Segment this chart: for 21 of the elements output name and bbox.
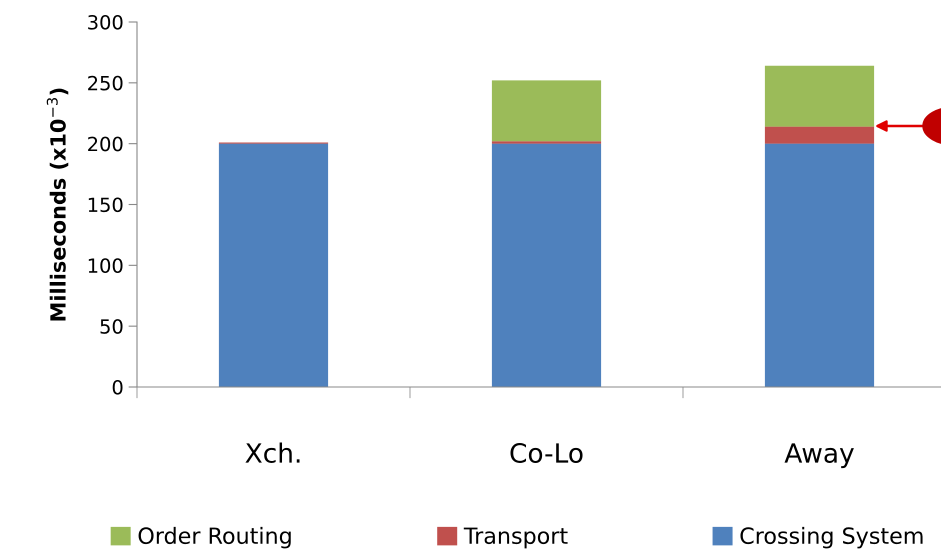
bar [492, 144, 602, 387]
bar [764, 126, 874, 144]
bar [218, 144, 328, 387]
y-tick-label: 100 [88, 258, 123, 273]
bar [492, 80, 602, 142]
y-tick-label: 250 [88, 76, 123, 90]
legend-label: Order Routing [138, 526, 291, 548]
y-tick-label: 300 [88, 14, 123, 30]
x-tick-label: Away [784, 443, 854, 468]
bar [764, 66, 874, 127]
x-tick-label: Co-Lo [510, 443, 583, 463]
x-tick-label: Xch. [245, 442, 300, 463]
y-tick-label: 0 [112, 380, 123, 395]
bar [764, 144, 874, 387]
y-tick-label: 50 [100, 319, 123, 334]
y-tick-label: 150 [88, 197, 123, 212]
y-tick-label: 200 [88, 136, 123, 152]
y-axis-title: Milliseconds (x10$^{−3}$) [46, 88, 68, 321]
legend-label: Crossing System [740, 526, 923, 548]
legend-label: Transport [464, 528, 568, 548]
bar [492, 141, 602, 144]
